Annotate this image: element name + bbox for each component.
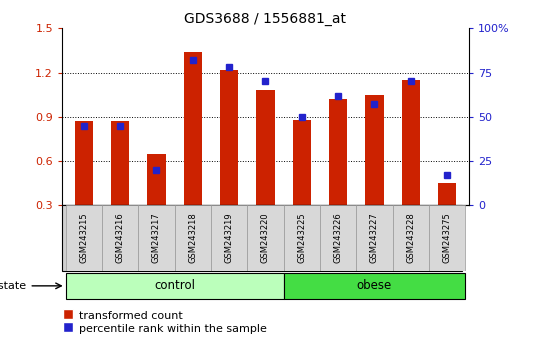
Bar (365, 95, 384, 205)
Text: GSM243218: GSM243218 (188, 213, 197, 263)
Text: disease state: disease state (0, 281, 26, 291)
Bar (147, 154, 165, 205)
Text: GSM243227: GSM243227 (370, 213, 379, 263)
Text: GSM243216: GSM243216 (116, 213, 125, 263)
Bar (75, 121, 93, 205)
Bar (284, 273, 465, 299)
Bar (220, 70, 238, 205)
Text: control: control (154, 279, 195, 292)
Bar (284, 205, 320, 271)
Bar (402, 80, 420, 205)
Text: GSM243219: GSM243219 (225, 213, 233, 263)
Text: GSM243226: GSM243226 (334, 213, 343, 263)
Bar (293, 120, 311, 205)
Bar (66, 273, 284, 299)
Text: GSM243228: GSM243228 (406, 213, 415, 263)
Bar (66, 205, 102, 271)
Text: GSM243225: GSM243225 (298, 213, 306, 263)
Bar (111, 121, 129, 205)
Bar (257, 90, 274, 205)
Text: GSM243220: GSM243220 (261, 213, 270, 263)
Bar (429, 205, 465, 271)
Legend: transformed count, percentile rank within the sample: transformed count, percentile rank withi… (62, 310, 267, 334)
Text: GSM243275: GSM243275 (443, 213, 452, 263)
Bar (438, 183, 456, 205)
Text: obese: obese (357, 279, 392, 292)
Bar (139, 205, 175, 271)
Bar (211, 205, 247, 271)
Bar (102, 205, 139, 271)
Bar (392, 205, 429, 271)
Bar (356, 205, 392, 271)
Bar (329, 99, 347, 205)
Text: GSM243217: GSM243217 (152, 213, 161, 263)
Title: GDS3688 / 1556881_at: GDS3688 / 1556881_at (184, 12, 347, 26)
Text: GSM243215: GSM243215 (79, 213, 88, 263)
Bar (247, 205, 284, 271)
Bar (320, 205, 356, 271)
Bar (184, 52, 202, 205)
Bar (175, 205, 211, 271)
